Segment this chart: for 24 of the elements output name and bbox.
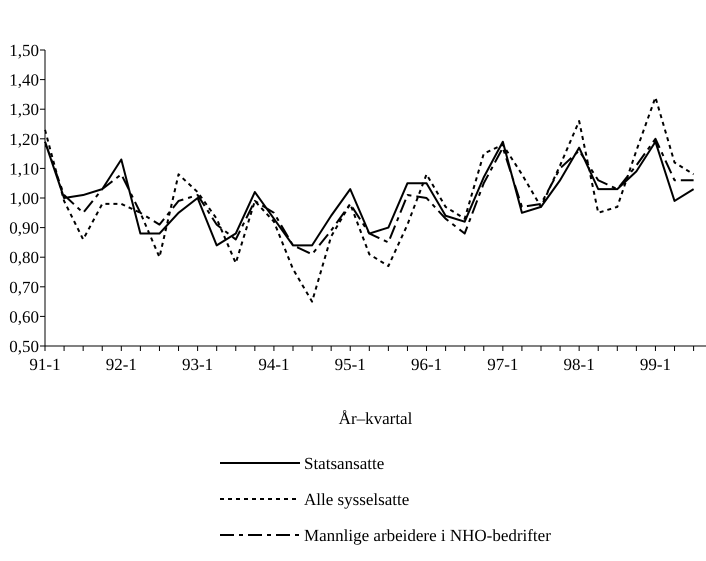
x-tick-label: 96-1 [410, 355, 442, 374]
x-tick-label: 92-1 [106, 355, 137, 374]
y-tick-label: 0,70 [9, 278, 39, 297]
legend-label: Alle sysselsatte [304, 490, 410, 509]
y-tick-label: 1,10 [9, 159, 39, 178]
y-tick-label: 1,20 [9, 130, 39, 149]
y-tick-label: 0,90 [9, 218, 39, 238]
x-tick-label: 99-1 [640, 355, 672, 374]
y-tick-label: 0,80 [9, 248, 39, 268]
y-tick-label: 0,50 [9, 336, 39, 356]
y-tick-label: 1,30 [9, 100, 39, 120]
legend-label: Mannlige arbeidere i NHO-bedrifter [304, 526, 552, 545]
x-tick-label: 97-1 [487, 355, 518, 374]
y-tick-label: 1,00 [9, 188, 39, 208]
x-tick-label: 95-1 [334, 355, 366, 374]
x-tick-label: 98-1 [564, 355, 595, 374]
y-tick-label: 1,40 [9, 70, 39, 90]
y-tick-label: 0,60 [9, 307, 39, 326]
x-tick-label: 94-1 [258, 355, 290, 374]
x-tick-label: 93-1 [182, 355, 214, 374]
x-tick-label: 91-1 [29, 355, 61, 374]
legend-label: Statsansatte [304, 454, 384, 473]
x-axis-title: År–kvartal [338, 409, 413, 428]
y-tick-label: 1,50 [9, 40, 39, 60]
